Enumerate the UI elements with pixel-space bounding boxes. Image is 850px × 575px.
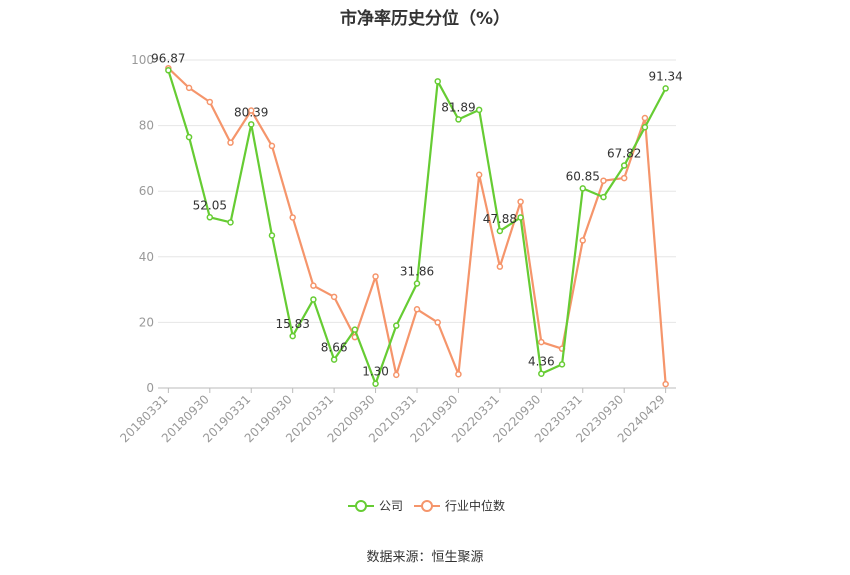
data-point <box>247 107 255 114</box>
data-point <box>620 162 628 169</box>
data-point <box>289 214 296 221</box>
data-point <box>496 263 504 270</box>
data-label: 31.86 <box>400 264 434 278</box>
data-point <box>662 380 669 388</box>
data-point <box>413 306 421 313</box>
legend: 公司 行业中位数 <box>348 498 505 513</box>
data-point <box>475 106 483 114</box>
y-tick-label: 20 <box>139 315 154 329</box>
legend-marker-0 <box>355 500 367 512</box>
data-label: 47.88 <box>483 212 517 226</box>
data-point <box>455 370 462 378</box>
data-point <box>310 282 317 289</box>
data-point <box>538 370 545 377</box>
data-label: 15.83 <box>276 317 310 331</box>
axes: 0204060801002018033120180930201903312019… <box>117 53 676 445</box>
data-point <box>393 371 400 379</box>
data-labels: 96.87 52.05 80.39 15.83 8.66 1.30 31.86 81.89 47… <box>151 51 683 378</box>
data-point <box>310 296 317 303</box>
data-point <box>206 98 214 106</box>
data-point <box>393 322 400 329</box>
y-tick-label: 100 <box>131 53 154 67</box>
data-point <box>538 338 545 346</box>
data-point <box>455 116 462 123</box>
data-point <box>600 193 607 201</box>
y-tick-label: 60 <box>139 184 154 198</box>
chart-title: 市净率历史分位（%） <box>339 9 511 29</box>
legend-label-1: 行业中位数 <box>445 498 505 513</box>
data-point <box>289 332 296 340</box>
data-point <box>641 123 649 131</box>
source-note: 数据来源：恒生聚源 <box>366 550 484 565</box>
data-label: 4.36 <box>528 355 555 369</box>
data-label: 80.39 <box>234 105 268 119</box>
y-tick-label: 0 <box>146 381 154 395</box>
data-point <box>247 121 255 128</box>
data-point <box>330 356 338 363</box>
data-label: 60.85 <box>566 169 600 183</box>
data-point <box>434 319 441 326</box>
data-point <box>579 185 587 192</box>
data-point <box>662 85 669 92</box>
data-point <box>558 361 566 368</box>
data-point <box>185 133 193 141</box>
data-point <box>372 380 379 387</box>
data-point <box>496 227 504 235</box>
data-point <box>206 214 214 221</box>
data-label: 8.66 <box>321 341 348 355</box>
data-point <box>372 273 379 280</box>
series-lines <box>165 64 669 388</box>
data-point <box>268 232 276 239</box>
data-point <box>227 139 234 146</box>
data-point <box>517 198 524 205</box>
y-tick-label: 80 <box>139 119 154 133</box>
data-label: 1.30 <box>362 365 389 379</box>
data-point <box>227 219 234 226</box>
data-label: 81.89 <box>441 100 475 114</box>
data-point <box>413 280 421 287</box>
data-label: 67.82 <box>607 147 641 161</box>
data-point <box>185 84 193 92</box>
data-point <box>641 114 649 122</box>
data-point <box>600 177 607 184</box>
data-point <box>620 174 628 182</box>
data-point <box>434 78 441 85</box>
data-point <box>475 171 483 179</box>
data-point <box>165 67 172 74</box>
data-point <box>517 214 524 221</box>
data-point <box>268 142 276 150</box>
y-tick-label: 40 <box>139 250 154 264</box>
legend-marker-1 <box>421 500 433 512</box>
legend-label-0: 公司 <box>379 499 403 513</box>
data-label: 91.34 <box>648 69 682 83</box>
data-label: 52.05 <box>193 198 227 212</box>
data-point <box>579 237 587 244</box>
data-point <box>330 293 338 301</box>
data-point <box>351 326 359 333</box>
data-label: 96.87 <box>151 51 185 65</box>
